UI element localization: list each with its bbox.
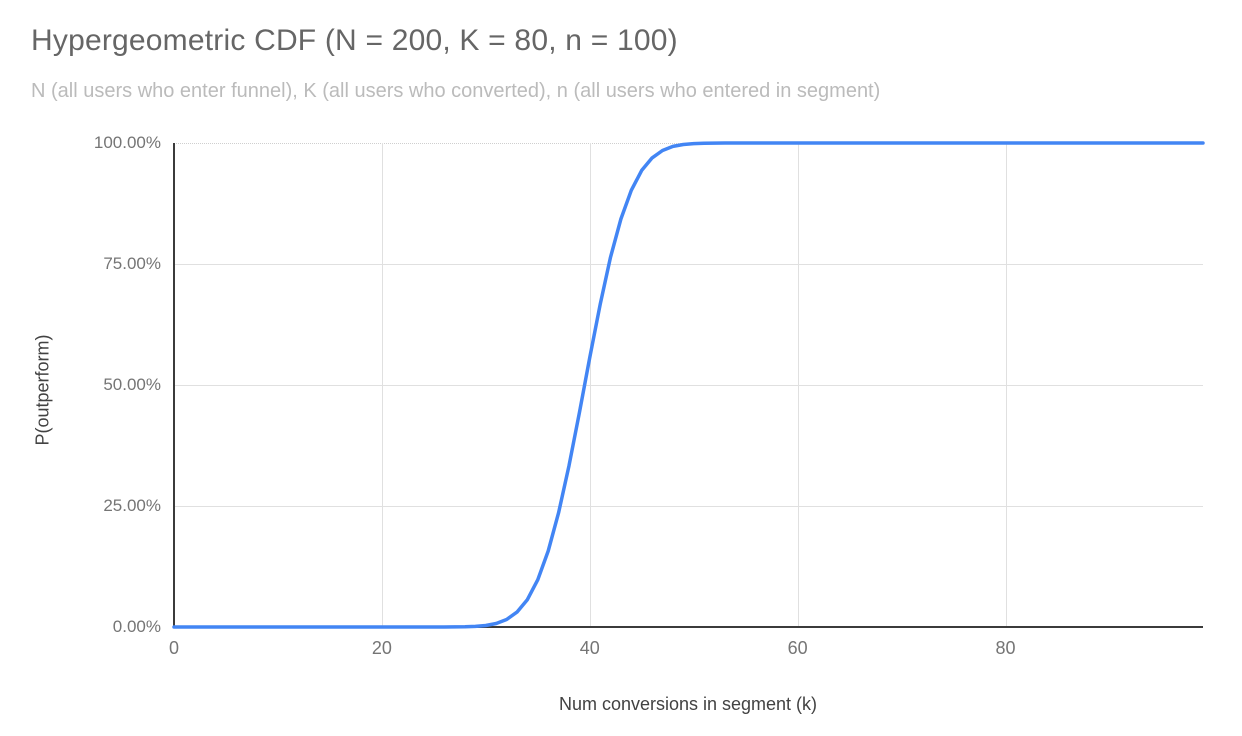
gridline-horizontal bbox=[174, 385, 1203, 386]
chart-subtitle: N (all users who enter funnel), K (all u… bbox=[31, 80, 881, 102]
gridline-vertical bbox=[797, 143, 799, 627]
x-axis-line bbox=[173, 626, 1203, 628]
x-tick-label: 60 bbox=[787, 638, 808, 658]
gridline-vertical bbox=[589, 143, 591, 627]
x-tick-label: 0 bbox=[168, 638, 179, 658]
gridline-horizontal bbox=[174, 264, 1203, 265]
y-tick-label: 25.00% bbox=[103, 496, 161, 515]
x-tick-label: 40 bbox=[579, 638, 600, 658]
y-tick-label: 100.00% bbox=[93, 133, 161, 152]
chart-title: Hypergeometric CDF (N = 200, K = 80, n =… bbox=[31, 24, 678, 57]
y-tick-label: 0.00% bbox=[112, 617, 161, 636]
gridline-vertical bbox=[1005, 143, 1007, 627]
gridline-horizontal bbox=[174, 506, 1203, 507]
x-tick-label: 20 bbox=[371, 638, 392, 658]
y-axis-line bbox=[173, 143, 175, 627]
gridline-horizontal bbox=[174, 143, 1203, 144]
x-tick-label: 80 bbox=[995, 638, 1016, 658]
y-tick-label: 75.00% bbox=[103, 254, 161, 273]
y-tick-label: 50.00% bbox=[103, 375, 161, 394]
gridline-vertical bbox=[381, 143, 383, 627]
x-axis-title: Num conversions in segment (k) bbox=[558, 694, 818, 714]
